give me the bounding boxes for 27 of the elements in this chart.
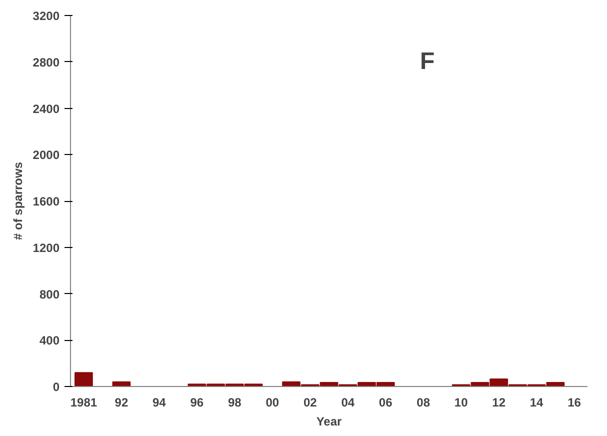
annotation: F [420, 48, 435, 75]
y-axis-title: # of sparrows [10, 162, 25, 240]
x-tick-label: 02 [303, 396, 318, 410]
x-tick-label: 16 [568, 396, 582, 410]
x-tick-label: 96 [190, 396, 204, 410]
x-tick-label: 1981 [70, 396, 98, 410]
x-tick-label: 14 [530, 396, 544, 410]
y-tick-label: 3200 [32, 9, 60, 23]
x-tick-label: 00 [266, 396, 280, 410]
x-tick-label: 08 [416, 396, 430, 410]
x-tick-label: 06 [378, 396, 393, 410]
x-tick-label: 04 [341, 396, 355, 410]
x-tick-label: 10 [454, 396, 468, 410]
x-tick-label: 94 [152, 396, 166, 410]
x-tick-label: 98 [228, 396, 242, 410]
y-tick-label: 2400 [32, 102, 60, 116]
y-tick-label: 1200 [32, 240, 60, 255]
x-tick-label: 92 [114, 396, 128, 410]
y-tick-label: 2000 [32, 148, 60, 162]
y-tick-label: 400 [39, 334, 60, 348]
y-tick-label: 1600 [32, 194, 60, 208]
y-tick-label: 2800 [32, 55, 60, 70]
x-axis-title: Year [316, 414, 342, 428]
y-tick-label: 800 [39, 287, 60, 302]
x-tick-label: 12 [492, 396, 506, 410]
bar [74, 372, 93, 386]
y-tick-label: 0 [52, 380, 60, 394]
